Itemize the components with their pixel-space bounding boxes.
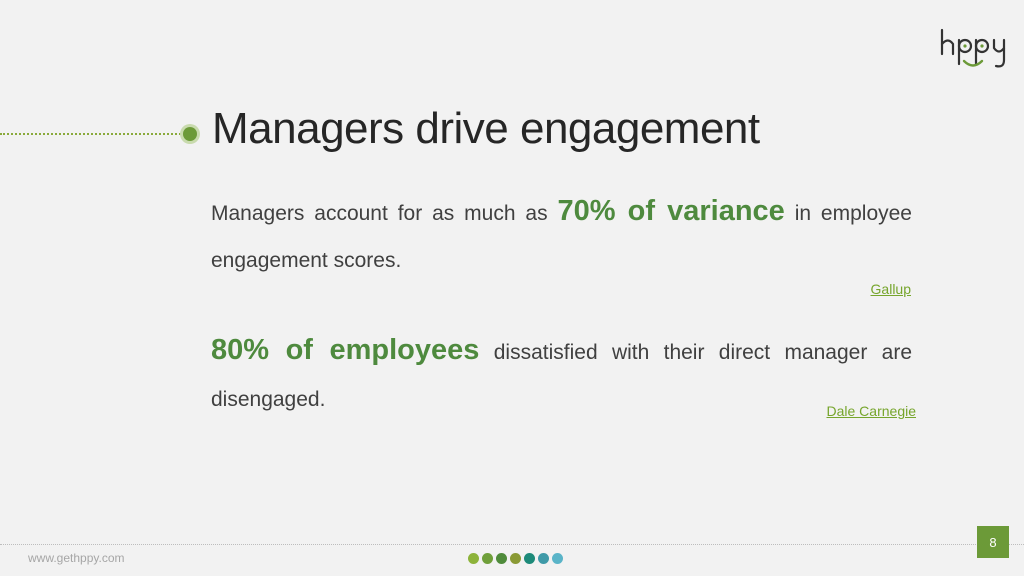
footer-dot-4 (510, 553, 521, 564)
footer-dot-6 (538, 553, 549, 564)
footer-divider (0, 544, 1024, 545)
title-connector-line (0, 133, 184, 135)
stat1-post-text: in employee engagement scores. (211, 202, 912, 272)
hppy-logo (940, 28, 1006, 68)
footer-dot-5 (524, 553, 535, 564)
title-bullet-dot (183, 127, 197, 141)
stat1-pre-text: Managers account for as much as (211, 202, 558, 225)
stat2-highlight: 80% of employees (211, 334, 480, 366)
footer-dot-3 (496, 553, 507, 564)
slide-title: Managers drive engagement (212, 104, 760, 153)
stat2-post-text: dissatisfied with their direct manager a… (211, 341, 912, 411)
footer-website: www.gethppy.com (28, 551, 125, 565)
source-link-dale-carnegie[interactable]: Dale Carnegie (826, 403, 917, 419)
stat-paragraph-2: 80% of employees dissatisfied with their… (211, 327, 912, 423)
footer-dot-2 (482, 553, 493, 564)
footer-dot-7 (552, 553, 563, 564)
stat1-highlight: 70% of variance (557, 195, 785, 227)
footer-dot-1 (468, 553, 479, 564)
footer-dots (468, 553, 563, 564)
stat-paragraph-1: Managers account for as much as 70% of v… (211, 188, 912, 284)
page-number-badge: 8 (977, 526, 1009, 558)
source-link-gallup[interactable]: Gallup (870, 281, 911, 297)
